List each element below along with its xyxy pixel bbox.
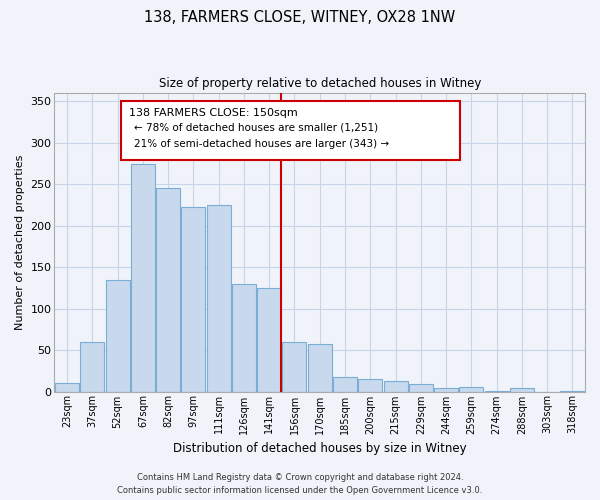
Bar bbox=[181, 208, 205, 392]
Title: Size of property relative to detached houses in Witney: Size of property relative to detached ho… bbox=[158, 78, 481, 90]
X-axis label: Distribution of detached houses by size in Witney: Distribution of detached houses by size … bbox=[173, 442, 467, 455]
Bar bbox=[383, 380, 407, 392]
Bar bbox=[308, 344, 332, 392]
Bar bbox=[333, 378, 357, 392]
Bar bbox=[131, 164, 155, 392]
Text: 138 FARMERS CLOSE: 150sqm: 138 FARMERS CLOSE: 150sqm bbox=[129, 108, 298, 118]
Text: ← 78% of detached houses are smaller (1,251): ← 78% of detached houses are smaller (1,… bbox=[134, 123, 378, 133]
Bar bbox=[358, 379, 382, 392]
Text: 138, FARMERS CLOSE, WITNEY, OX28 1NW: 138, FARMERS CLOSE, WITNEY, OX28 1NW bbox=[145, 10, 455, 25]
Text: 21% of semi-detached houses are larger (343) →: 21% of semi-detached houses are larger (… bbox=[134, 140, 389, 149]
Bar bbox=[232, 284, 256, 392]
FancyBboxPatch shape bbox=[121, 100, 460, 160]
Bar bbox=[510, 388, 534, 392]
Bar bbox=[156, 188, 180, 392]
Bar bbox=[409, 384, 433, 392]
Bar bbox=[283, 342, 307, 392]
Bar bbox=[485, 390, 509, 392]
Bar bbox=[434, 388, 458, 392]
Bar bbox=[257, 288, 281, 392]
Bar bbox=[106, 280, 130, 392]
Bar bbox=[55, 383, 79, 392]
Text: Contains HM Land Registry data © Crown copyright and database right 2024.
Contai: Contains HM Land Registry data © Crown c… bbox=[118, 474, 482, 495]
Bar bbox=[460, 388, 484, 392]
Bar bbox=[206, 205, 230, 392]
Bar bbox=[560, 390, 584, 392]
Bar bbox=[80, 342, 104, 392]
Y-axis label: Number of detached properties: Number of detached properties bbox=[15, 154, 25, 330]
